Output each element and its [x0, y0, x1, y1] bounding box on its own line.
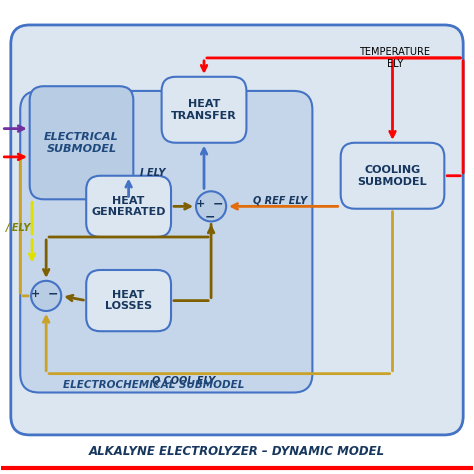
Text: TEMPERATURE
ELY: TEMPERATURE ELY — [359, 47, 430, 69]
Text: / ELY: / ELY — [6, 223, 31, 233]
Text: Q COOL ELY: Q COOL ELY — [152, 376, 215, 386]
Text: −: − — [47, 288, 58, 301]
FancyBboxPatch shape — [86, 270, 171, 331]
Text: HEAT
TRANSFER: HEAT TRANSFER — [171, 99, 237, 120]
Circle shape — [196, 191, 226, 221]
FancyBboxPatch shape — [86, 176, 171, 237]
Text: +: + — [196, 200, 205, 210]
FancyBboxPatch shape — [162, 77, 246, 143]
Text: ELECTROCHEMICAL SUBMODEL: ELECTROCHEMICAL SUBMODEL — [63, 381, 244, 391]
FancyBboxPatch shape — [341, 143, 444, 209]
Text: +: + — [31, 289, 40, 299]
FancyBboxPatch shape — [11, 25, 463, 435]
FancyBboxPatch shape — [30, 86, 133, 199]
Text: ELECTRICAL
SUBMODEL: ELECTRICAL SUBMODEL — [44, 132, 119, 154]
Text: HEAT
LOSSES: HEAT LOSSES — [105, 290, 152, 311]
Text: −: − — [205, 210, 215, 223]
FancyBboxPatch shape — [20, 91, 312, 392]
Text: −: − — [212, 198, 223, 211]
Text: ALKALYNE ELECTROLYZER – DYNAMIC MODEL: ALKALYNE ELECTROLYZER – DYNAMIC MODEL — [89, 445, 385, 458]
Text: I ELY: I ELY — [140, 168, 166, 178]
Text: HEAT
GENERATED: HEAT GENERATED — [91, 196, 166, 217]
Circle shape — [31, 281, 61, 311]
Text: COOLING
SUBMODEL: COOLING SUBMODEL — [358, 165, 428, 187]
Text: Q REF ELY: Q REF ELY — [254, 195, 308, 205]
